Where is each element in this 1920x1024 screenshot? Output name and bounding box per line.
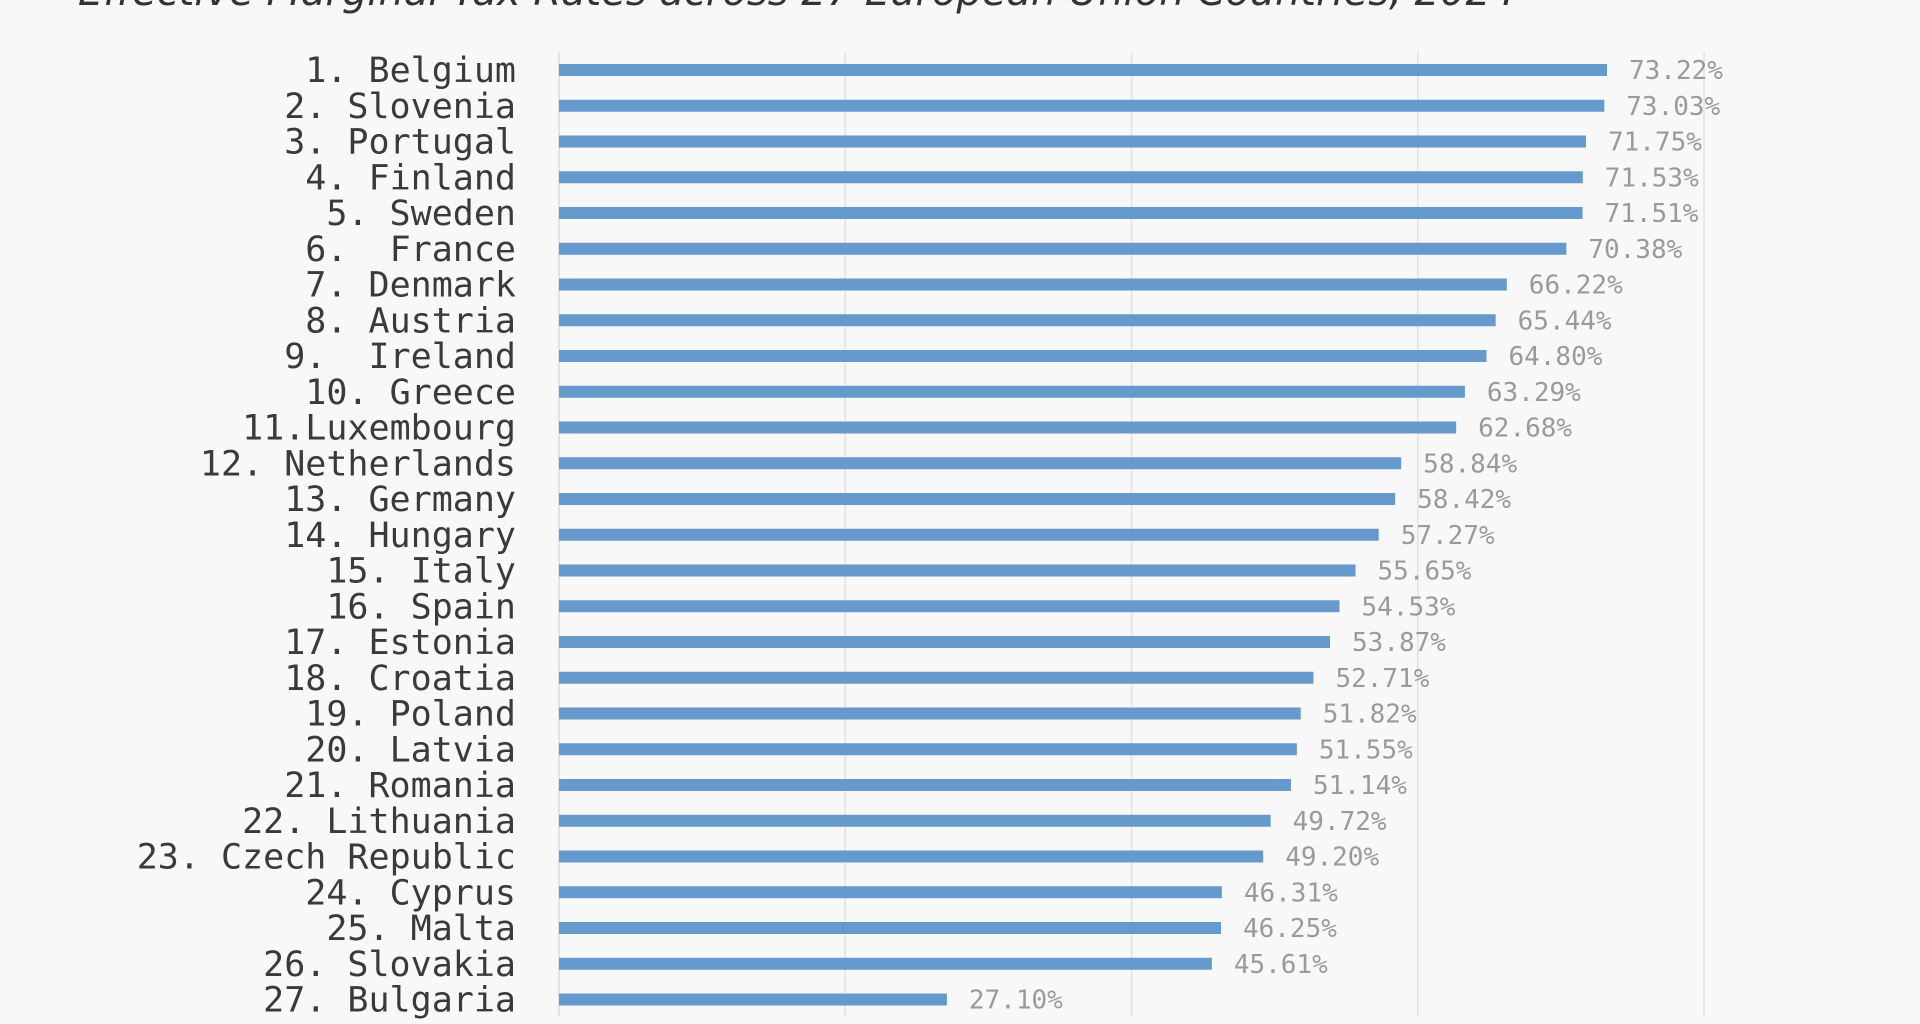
value-label: 64.80% — [1508, 342, 1602, 372]
bar — [559, 64, 1607, 76]
category-label: 19. Poland — [305, 695, 516, 735]
value-label: 73.03% — [1626, 92, 1720, 122]
bar — [559, 242, 1567, 255]
bar-layer — [559, 64, 1607, 1006]
bar — [559, 779, 1291, 791]
value-label: 62.68% — [1478, 414, 1572, 444]
value-label: 51.82% — [1323, 700, 1417, 730]
value-label: 71.53% — [1605, 163, 1699, 193]
category-label: 1. Belgium — [305, 51, 516, 91]
bar — [559, 135, 1586, 148]
category-label: 18. Croatia — [284, 659, 516, 699]
category-label: 24. Cyprus — [305, 873, 516, 913]
bar — [559, 850, 1264, 863]
category-label: 3. Portugal — [284, 123, 516, 163]
category-label: 26. Slovakia — [263, 945, 516, 985]
bar — [559, 350, 1487, 362]
bar — [559, 707, 1301, 720]
value-label: 51.55% — [1319, 735, 1413, 765]
value-label: 45.61% — [1234, 950, 1328, 980]
bar — [559, 922, 1221, 934]
value-label: 58.42% — [1417, 485, 1511, 515]
value-label: 46.31% — [1244, 878, 1338, 908]
bar — [559, 493, 1396, 505]
bar — [559, 600, 1340, 613]
category-label: 4. Finland — [305, 158, 516, 198]
bar — [559, 957, 1212, 970]
bar — [559, 671, 1314, 684]
category-label: 20. Latvia — [305, 730, 516, 770]
bar — [559, 636, 1331, 648]
bar — [559, 278, 1507, 291]
category-label: 15. Italy — [326, 552, 516, 592]
bar — [559, 99, 1605, 112]
bar — [559, 314, 1496, 327]
bar — [559, 993, 947, 1006]
value-label: 54.53% — [1361, 592, 1455, 622]
category-label: 17. Estonia — [284, 623, 516, 663]
bar — [559, 457, 1402, 470]
bar — [559, 743, 1297, 756]
category-label: 14. Hungary — [284, 516, 516, 556]
value-label: 70.38% — [1588, 235, 1682, 265]
value-label: 52.71% — [1335, 664, 1429, 694]
value-label: 66.22% — [1529, 271, 1623, 301]
bar — [559, 814, 1271, 827]
category-label: 21. Romania — [284, 766, 516, 806]
value-label: 58.84% — [1423, 449, 1517, 479]
value-label: 46.25% — [1243, 914, 1337, 944]
category-label: 23. Czech Republic — [137, 838, 516, 878]
bar — [559, 528, 1379, 541]
category-label: 12. Netherlands — [200, 444, 516, 484]
value-label: 55.65% — [1378, 557, 1472, 587]
value-label: 73.22% — [1629, 56, 1723, 86]
value-label: 57.27% — [1401, 521, 1495, 551]
value-label: 27.10% — [969, 986, 1063, 1016]
value-label: 71.51% — [1605, 199, 1699, 229]
bar — [559, 564, 1356, 577]
category-label: 11.Luxembourg — [242, 409, 516, 449]
category-label: 7. Denmark — [305, 266, 516, 306]
bar — [559, 886, 1222, 899]
bar — [559, 385, 1465, 398]
value-label: 49.72% — [1293, 807, 1387, 837]
category-label: 2. Slovenia — [284, 87, 516, 127]
bar — [559, 171, 1583, 184]
value-label: 65.44% — [1518, 306, 1612, 336]
value-label: 53.87% — [1352, 628, 1446, 658]
value-label: 51.14% — [1313, 771, 1407, 801]
category-label: 13. Germany — [284, 480, 516, 520]
category-label: 5. Sweden — [326, 194, 516, 234]
category-label: 10. Greece — [305, 373, 516, 413]
bar — [559, 421, 1457, 434]
label-layer: 1. Belgium 73.22% 2. Slovenia 73.03% 3. Port… — [137, 51, 1724, 1021]
bar — [559, 207, 1583, 219]
value-label: 49.20% — [1285, 843, 1379, 873]
category-label: 27. Bulgaria — [263, 981, 516, 1021]
category-label: 22. Lithuania — [242, 802, 516, 842]
category-label: 9. Ireland — [284, 337, 516, 377]
category-label: 25. Malta — [326, 909, 516, 949]
value-label: 63.29% — [1487, 378, 1581, 408]
category-label: 6. France — [305, 230, 516, 270]
category-label: 16. Spain — [326, 587, 516, 627]
chart-title: Effective Marginal Tax Rates across 27 E… — [78, 0, 1516, 12]
value-label: 71.75% — [1608, 128, 1702, 158]
category-label: 8. Austria — [305, 301, 516, 341]
